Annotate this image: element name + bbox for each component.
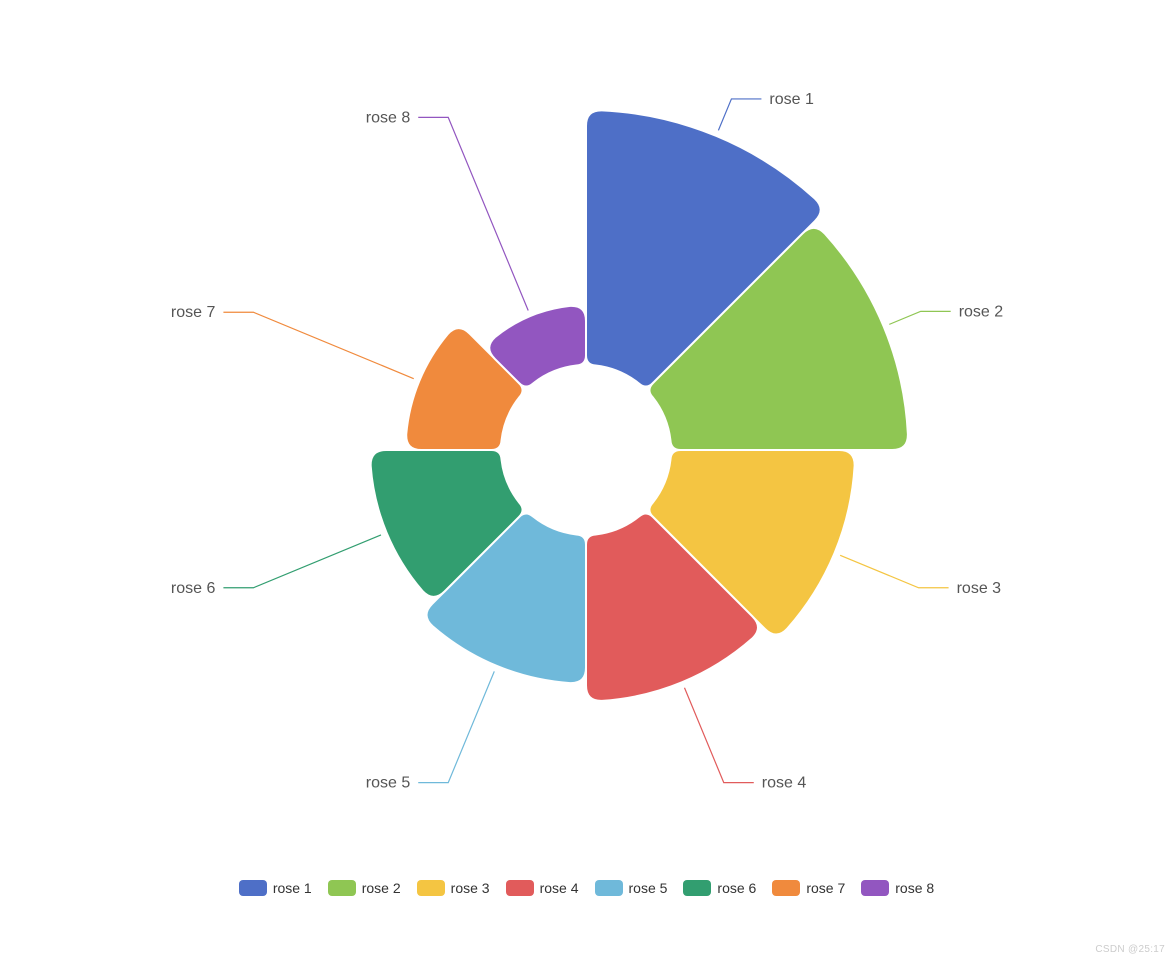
legend-swatch-3: [417, 880, 445, 896]
leader-line-3: [840, 555, 948, 587]
legend-label-4: rose 4: [540, 880, 579, 896]
legend-item-1[interactable]: rose 1: [239, 880, 312, 896]
leader-line-7: [223, 312, 413, 378]
legend-swatch-2: [328, 880, 356, 896]
legend-label-6: rose 6: [717, 880, 756, 896]
legend-item-7[interactable]: rose 7: [772, 880, 845, 896]
legend-swatch-1: [239, 880, 267, 896]
legend-swatch-8: [861, 880, 889, 896]
legend-item-6[interactable]: rose 6: [683, 880, 756, 896]
legend-swatch-4: [506, 880, 534, 896]
legend-swatch-7: [772, 880, 800, 896]
rose-chart: rose 1 rose 2 rose 3 rose 4 rose 5 rose 6 rose…: [0, 0, 1173, 870]
legend-label-5: rose 5: [629, 880, 668, 896]
slice-label-2: rose 2: [959, 303, 1004, 320]
legend-swatch-6: [683, 880, 711, 896]
slice-label-5: rose 5: [366, 775, 411, 792]
legend-item-4[interactable]: rose 4: [506, 880, 579, 896]
legend-item-5[interactable]: rose 5: [595, 880, 668, 896]
legend-label-1: rose 1: [273, 880, 312, 896]
legend-swatch-5: [595, 880, 623, 896]
slice-label-6: rose 6: [171, 580, 216, 597]
slice-label-4: rose 4: [762, 775, 807, 792]
legend-label-2: rose 2: [362, 880, 401, 896]
slice-label-7: rose 7: [171, 304, 216, 321]
legend-item-3[interactable]: rose 3: [417, 880, 490, 896]
legend-item-8[interactable]: rose 8: [861, 880, 934, 896]
legend-label-3: rose 3: [451, 880, 490, 896]
slice-label-3: rose 3: [957, 580, 1002, 597]
slice-label-1: rose 1: [769, 91, 814, 108]
legend: rose 1 rose 2 rose 3 rose 4 rose 5 rose 6 rose…: [0, 880, 1173, 901]
legend-item-2[interactable]: rose 2: [328, 880, 401, 896]
legend-label-7: rose 7: [806, 880, 845, 896]
leader-line-1: [718, 99, 761, 130]
legend-label-8: rose 8: [895, 880, 934, 896]
watermark: CSDN @25:17: [1095, 944, 1165, 955]
leader-line-4: [684, 688, 753, 783]
leader-line-5: [418, 671, 494, 782]
leader-line-6: [223, 535, 381, 588]
slice-label-8: rose 8: [366, 109, 411, 126]
leader-line-2: [889, 311, 950, 324]
leader-line-8: [418, 117, 528, 310]
